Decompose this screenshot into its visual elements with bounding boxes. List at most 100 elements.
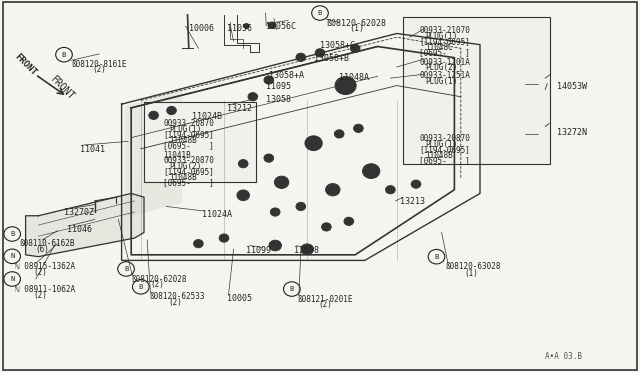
Text: ß08120-62533: ß08120-62533 [149, 292, 205, 301]
Bar [144, 102, 256, 182]
Ellipse shape [238, 160, 248, 168]
Text: 13058+B: 13058+B [314, 54, 349, 63]
Text: PLUG(2): PLUG(2) [426, 63, 458, 72]
Ellipse shape [412, 180, 421, 188]
Text: ß08120-62028: ß08120-62028 [326, 19, 387, 28]
Text: 11046: 11046 [67, 225, 92, 234]
Text: 11024B: 11024B [192, 112, 222, 121]
Ellipse shape [243, 23, 250, 29]
Text: B: B [62, 52, 66, 58]
Text: 13213: 13213 [400, 197, 425, 206]
Ellipse shape [148, 111, 159, 119]
Text: PLUG(1): PLUG(1) [426, 77, 458, 86]
Ellipse shape [305, 136, 323, 151]
Text: 00933-1201A: 00933-1201A [419, 58, 470, 67]
Text: B: B [318, 10, 322, 16]
Ellipse shape [326, 184, 340, 196]
Text: ß08120-8161E: ß08120-8161E [72, 60, 127, 68]
Text: 10005: 10005 [227, 294, 252, 303]
Text: ℕ 08915-1362A: ℕ 08915-1362A [15, 262, 75, 271]
Text: N: N [10, 253, 14, 259]
Text: N: N [10, 276, 14, 282]
Text: 11056: 11056 [227, 24, 252, 33]
Ellipse shape [193, 240, 204, 248]
Text: PLUG(1): PLUG(1) [426, 140, 458, 148]
Ellipse shape [268, 22, 276, 29]
Text: PLUG(2): PLUG(2) [170, 162, 202, 171]
Text: [1194-0695]: [1194-0695] [419, 145, 470, 154]
Text: (1): (1) [349, 24, 364, 33]
Text: ß08121-0201E: ß08121-0201E [298, 295, 353, 304]
Text: 11048A: 11048A [339, 73, 369, 81]
Ellipse shape [264, 154, 274, 162]
Ellipse shape [335, 130, 344, 138]
Text: 00933-20870: 00933-20870 [163, 119, 214, 128]
Ellipse shape [385, 186, 396, 194]
Text: 11056C: 11056C [266, 22, 296, 31]
Text: (6): (6) [35, 245, 49, 254]
Text: 11048B: 11048B [170, 173, 197, 182]
Ellipse shape [264, 76, 274, 84]
Ellipse shape [354, 124, 364, 132]
Text: [1194-0695]: [1194-0695] [163, 167, 214, 176]
Text: [0695-    ]: [0695- ] [419, 48, 470, 57]
Text: ß08120-62028: ß08120-62028 [131, 275, 187, 283]
Ellipse shape [248, 93, 258, 101]
Ellipse shape [166, 106, 177, 115]
Text: (1): (1) [465, 269, 479, 278]
Polygon shape [26, 193, 144, 257]
Text: 00933-20870: 00933-20870 [163, 156, 214, 165]
Text: 11048B: 11048B [426, 151, 453, 160]
Ellipse shape [344, 217, 354, 225]
Ellipse shape [362, 164, 380, 179]
Text: B: B [435, 254, 438, 260]
Text: ß08110-6162B: ß08110-6162B [19, 239, 75, 248]
Text: 13270Z: 13270Z [64, 208, 94, 217]
Text: FRONT: FRONT [48, 74, 76, 102]
Text: 13058: 13058 [266, 95, 291, 104]
Text: (2): (2) [93, 65, 107, 74]
Text: (2): (2) [168, 298, 182, 307]
Ellipse shape [219, 234, 229, 242]
Text: [0695-    ]: [0695- ] [163, 179, 214, 187]
Text: 10006: 10006 [189, 24, 214, 33]
Ellipse shape [315, 49, 325, 57]
Text: 11048B: 11048B [170, 136, 197, 145]
Bar [403, 17, 550, 164]
Text: ℕ 08911-1062A: ℕ 08911-1062A [15, 285, 75, 294]
Ellipse shape [237, 190, 250, 201]
Text: (2): (2) [33, 291, 47, 300]
Text: [0695-    ]: [0695- ] [419, 156, 470, 165]
Text: 00933-21070: 00933-21070 [419, 26, 470, 35]
Text: 14053W: 14053W [557, 82, 587, 91]
Text: ß08120-63028: ß08120-63028 [445, 262, 500, 271]
Text: B: B [139, 284, 143, 290]
Text: 13272N: 13272N [557, 128, 587, 137]
Text: 13058+A: 13058+A [269, 71, 304, 80]
Text: 11024A: 11024A [202, 210, 232, 219]
Ellipse shape [296, 53, 306, 61]
Text: [1194-0695]: [1194-0695] [419, 37, 470, 46]
Ellipse shape [351, 44, 360, 52]
Text: [1194-0695]: [1194-0695] [163, 130, 214, 139]
Ellipse shape [270, 208, 280, 216]
Text: FRONT: FRONT [13, 52, 38, 78]
Text: (2): (2) [318, 300, 332, 309]
Text: B: B [290, 286, 294, 292]
Text: PLUG(1): PLUG(1) [170, 125, 202, 134]
Polygon shape [125, 91, 182, 218]
Ellipse shape [301, 244, 314, 254]
Text: [0695-    ]: [0695- ] [163, 141, 214, 150]
Text: 11095: 11095 [266, 82, 291, 91]
Text: PLUG(1): PLUG(1) [426, 32, 458, 41]
Text: 11041B: 11041B [163, 151, 191, 160]
Ellipse shape [335, 77, 356, 94]
Ellipse shape [296, 202, 306, 211]
Text: 11099: 11099 [246, 246, 271, 254]
Ellipse shape [269, 240, 282, 251]
Ellipse shape [275, 176, 289, 189]
Text: 11048C: 11048C [426, 43, 453, 52]
Text: B: B [10, 231, 14, 237]
Text: (2): (2) [33, 268, 47, 277]
Text: (2): (2) [150, 280, 164, 289]
